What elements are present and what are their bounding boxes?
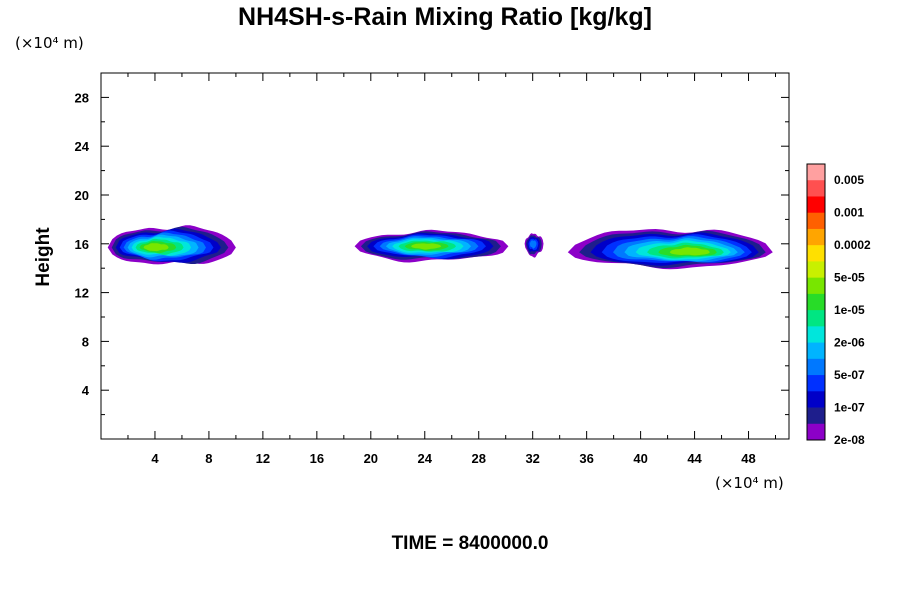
colorbar-frame bbox=[806, 163, 826, 441]
colorbar-swatch bbox=[807, 164, 825, 181]
contour-band bbox=[411, 243, 442, 250]
contour-band bbox=[529, 240, 537, 249]
y-axis-unit: (×10⁴ m) bbox=[15, 34, 84, 52]
x-tick-label: 8 bbox=[205, 451, 212, 466]
x-tick-label: 32 bbox=[525, 451, 539, 466]
x-axis-unit: (×10⁴ m) bbox=[715, 474, 784, 492]
y-axis: 4 8 12 16 20 24 28 bbox=[75, 90, 789, 416]
colorbar-swatch bbox=[807, 196, 825, 214]
colorbar-swatch bbox=[807, 326, 825, 343]
colorbar-swatch bbox=[807, 228, 825, 246]
time-label: TIME = 8400000.0 bbox=[392, 533, 549, 554]
y-tick-label: 16 bbox=[75, 237, 89, 252]
colorbar-label: 0.0002 bbox=[834, 238, 871, 252]
colorbar-label: 2e-06 bbox=[834, 336, 865, 350]
colorbar-label: 1e-07 bbox=[834, 401, 865, 415]
colorbar-label: 0.001 bbox=[834, 206, 864, 220]
colorbar-label: 5e-05 bbox=[834, 271, 865, 285]
colorbar-swatch bbox=[807, 358, 825, 376]
colorbar-label: 2e-08 bbox=[834, 433, 865, 447]
cloud-region bbox=[567, 229, 773, 270]
colorbar-swatch bbox=[807, 310, 825, 327]
x-tick-label: 44 bbox=[687, 451, 702, 466]
y-tick-label: 28 bbox=[75, 90, 89, 105]
x-tick-label: 16 bbox=[310, 451, 324, 466]
colorbar-swatch bbox=[807, 391, 825, 408]
x-tick-label: 28 bbox=[471, 451, 485, 466]
cloud-region bbox=[354, 229, 509, 263]
cloud-region bbox=[107, 225, 236, 265]
x-tick-label: 40 bbox=[633, 451, 647, 466]
colorbar-swatch bbox=[807, 277, 825, 295]
colorbar-label: 1e-05 bbox=[834, 303, 865, 317]
colorbar-swatch bbox=[807, 375, 825, 392]
colorbar-swatch bbox=[807, 212, 825, 230]
colorbar-swatch bbox=[807, 245, 825, 262]
colorbar-swatch bbox=[807, 261, 825, 279]
colorbar-swatch bbox=[807, 407, 825, 425]
x-tick-label: 4 bbox=[151, 451, 159, 466]
y-tick-label: 12 bbox=[75, 286, 89, 301]
colorbar: 0.005 0.001 0.0002 5e-05 1e-05 2e-06 5e-07 1e-0… bbox=[806, 163, 871, 447]
contour-band bbox=[143, 243, 169, 252]
colorbar-label: 5e-07 bbox=[834, 368, 865, 382]
x-tick-label: 20 bbox=[364, 451, 378, 466]
plot-frame bbox=[100, 72, 790, 440]
y-tick-label: 8 bbox=[82, 334, 89, 349]
y-tick-label: 4 bbox=[82, 383, 90, 398]
colorbar-swatch bbox=[807, 423, 825, 441]
y-tick-label: 24 bbox=[75, 139, 90, 154]
x-axis: 4 8 12 16 20 24 28 32 36 40 44 48 bbox=[127, 73, 777, 466]
x-tick-label: 24 bbox=[418, 451, 433, 466]
y-tick-label: 20 bbox=[75, 188, 89, 203]
x-tick-label: 36 bbox=[579, 451, 593, 466]
chart-title: NH4SH-s-Rain Mixing Ratio [kg/kg] bbox=[238, 3, 652, 31]
x-tick-label: 48 bbox=[741, 451, 755, 466]
x-tick-label: 12 bbox=[256, 451, 270, 466]
y-axis-label: Height bbox=[33, 227, 54, 287]
plot-area bbox=[100, 72, 790, 440]
cloud-region bbox=[524, 233, 544, 258]
colorbar-swatch bbox=[807, 342, 825, 360]
contour-band bbox=[669, 247, 710, 256]
colorbar-swatch bbox=[807, 293, 825, 311]
colorbar-swatch bbox=[807, 180, 825, 197]
colorbar-label: 0.005 bbox=[834, 173, 864, 187]
